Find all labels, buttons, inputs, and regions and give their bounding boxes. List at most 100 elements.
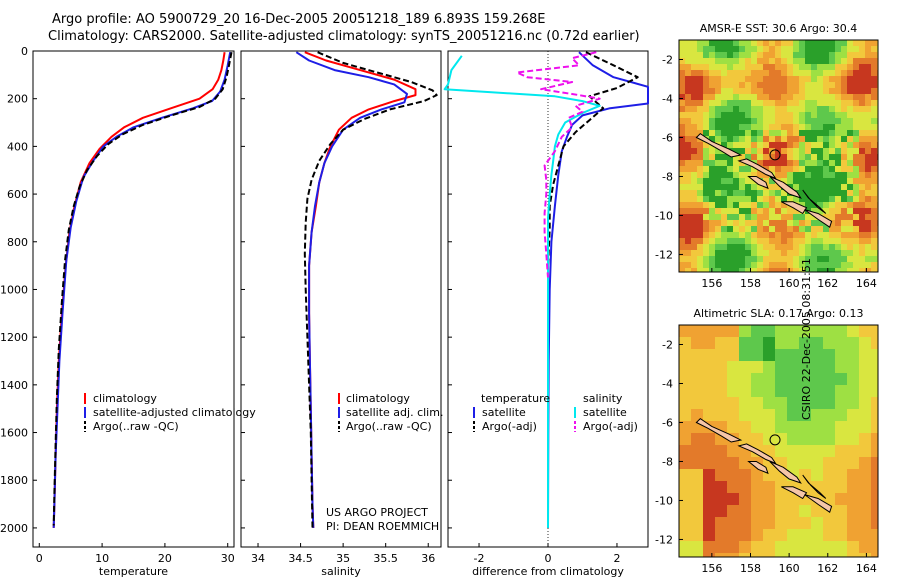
map-cell — [775, 100, 781, 106]
x-tick-label: 158 — [740, 562, 761, 575]
map-cell — [823, 142, 829, 148]
map-cell — [697, 64, 703, 70]
map-cell — [703, 517, 715, 529]
map-cell — [709, 112, 715, 118]
map-cell — [841, 178, 847, 184]
map-cell — [691, 232, 697, 238]
map-cell — [751, 337, 763, 349]
y-tick-label: 1200 — [0, 331, 28, 344]
map-cell — [685, 232, 691, 238]
map-cell — [715, 130, 721, 136]
map-cell — [817, 70, 823, 76]
map-cell — [799, 106, 805, 112]
map-cell — [745, 172, 751, 178]
map-cell — [703, 262, 709, 268]
map-cell — [859, 325, 871, 337]
map-cell — [733, 46, 739, 52]
map-cell — [745, 220, 751, 226]
map-cell — [835, 238, 841, 244]
map-cell — [847, 481, 859, 493]
map-cell — [775, 337, 787, 349]
map-cell — [727, 154, 733, 160]
map-cell — [769, 64, 775, 70]
map-cell — [841, 88, 847, 94]
map-cell — [679, 226, 685, 232]
map-cell — [769, 88, 775, 94]
map-cell — [799, 337, 811, 349]
map-cell — [697, 106, 703, 112]
map-cell — [865, 262, 871, 268]
map-cell — [859, 172, 865, 178]
map-cell — [799, 325, 811, 337]
map-cell — [811, 184, 817, 190]
map-cell — [691, 160, 697, 166]
map-cell — [805, 268, 811, 272]
map-cell — [745, 52, 751, 58]
map-cell — [727, 220, 733, 226]
series-line — [295, 51, 408, 528]
map-cell — [775, 124, 781, 130]
map-cell — [709, 196, 715, 202]
map-cell — [811, 349, 823, 361]
map-cell — [871, 220, 877, 226]
map-cell — [799, 58, 805, 64]
map-cell — [715, 208, 721, 214]
map-cell — [847, 517, 859, 529]
map-cell — [715, 469, 727, 481]
map-cell — [859, 148, 865, 154]
map-cell — [835, 457, 847, 469]
map-cell — [835, 76, 841, 82]
map-cell — [781, 76, 787, 82]
map-cell — [691, 361, 703, 373]
map-cell — [871, 178, 877, 184]
map-cell — [739, 184, 745, 190]
map-cell — [727, 64, 733, 70]
map-cell — [775, 553, 787, 557]
x-tick-label: 164 — [856, 277, 877, 290]
y-tick-label: -4 — [662, 377, 673, 390]
map-cell — [763, 349, 775, 361]
map-cell — [865, 238, 871, 244]
map-cell — [817, 94, 823, 100]
map-cell — [853, 124, 859, 130]
map-cell — [865, 70, 871, 76]
map-cell — [727, 349, 739, 361]
map-cell — [739, 130, 745, 136]
map-cell — [715, 94, 721, 100]
map-cell — [727, 385, 739, 397]
map-cell — [745, 238, 751, 244]
map-cell — [871, 397, 878, 409]
map-cell — [727, 160, 733, 166]
map-cell — [679, 349, 691, 361]
island-coastline — [737, 443, 777, 465]
map-cell — [781, 112, 787, 118]
map-cell — [703, 190, 709, 196]
map-cell — [703, 112, 709, 118]
map-cell — [805, 160, 811, 166]
map-cell — [697, 94, 703, 100]
map-cell — [721, 250, 727, 256]
map-cell — [823, 433, 835, 445]
map-cell — [745, 136, 751, 142]
map-cell — [721, 160, 727, 166]
map-cell — [751, 70, 757, 76]
map-cell — [793, 232, 799, 238]
map-cell — [841, 70, 847, 76]
map-cell — [763, 118, 769, 124]
map-cell — [739, 58, 745, 64]
map-cell — [841, 166, 847, 172]
map-cell — [847, 106, 853, 112]
map-cell — [751, 238, 757, 244]
map-cell — [751, 124, 757, 130]
map-cell — [679, 46, 685, 52]
map-cell — [859, 202, 865, 208]
map-cell — [835, 70, 841, 76]
map-cell — [805, 100, 811, 106]
map-cell — [691, 553, 703, 557]
map-cell — [763, 244, 769, 250]
map-cell — [823, 409, 835, 421]
map-cell — [859, 256, 865, 262]
map-cell — [847, 553, 859, 557]
map-cell — [739, 112, 745, 118]
map-cell — [847, 142, 853, 148]
